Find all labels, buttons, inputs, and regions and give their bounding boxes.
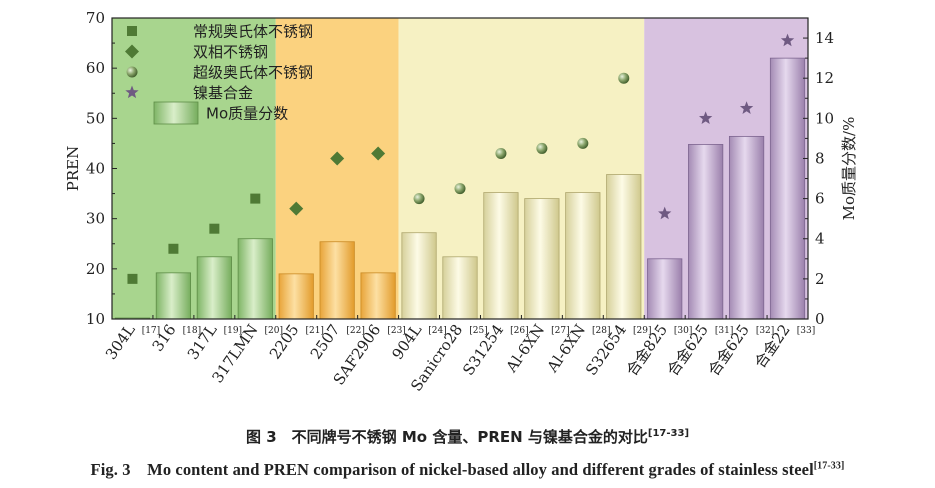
mo-bar: [237, 238, 273, 320]
legend-marker-square: [127, 26, 137, 36]
pren-point: [127, 273, 138, 284]
left-axis-title: PREN: [64, 146, 82, 191]
pren-point: [577, 137, 589, 149]
category-ref: [30]: [674, 326, 692, 336]
category-ref: [18]: [183, 326, 201, 336]
legend-marker-diamond: [125, 44, 139, 59]
right-tick-label: 0: [815, 310, 825, 328]
legend-label: Mo质量分数: [206, 105, 288, 123]
category-labels: 304L [17]316 [18]317L [19]317LMN [20]2205 [21…: [102, 321, 815, 395]
mo-bar: [769, 57, 806, 320]
mo-bar: [155, 272, 192, 320]
pren-point: [250, 193, 261, 204]
pren-point: [209, 223, 220, 234]
category-ref: [25]: [469, 326, 487, 336]
left-tick-label: 30: [86, 210, 105, 228]
right-tick-label: 8: [815, 149, 825, 167]
category-ref: [20]: [265, 326, 283, 336]
right-tick-label: 4: [815, 230, 825, 248]
caption-chinese-text: 图 3 不同牌号不锈钢 Mo 含量、PREN 与镍基合金的对比: [245, 428, 648, 446]
category-ref: [24]: [428, 326, 446, 336]
legend-label: 超级奥氏体不锈钢: [193, 64, 313, 82]
pren-point: [289, 201, 304, 216]
pren-point: [658, 206, 672, 220]
legend-label: 常规奥氏体不锈钢: [193, 23, 313, 41]
mo-bar: [688, 144, 724, 320]
category-ref: [29]: [633, 326, 651, 336]
category-ref: [19]: [224, 326, 242, 336]
mo-bar: [278, 273, 314, 320]
mo-bar: [319, 241, 355, 320]
mo-bar: [606, 174, 642, 320]
pren-point: [495, 147, 507, 159]
legend-label: 双相不锈钢: [193, 43, 268, 61]
right-tick-label: 14: [815, 29, 834, 47]
left-tick-label: 60: [86, 59, 105, 77]
chart: 10 20 30 40 50 60 70 0 2 4 6 8 10 12 14 PREN Mo质量分数/% 30…: [64, 9, 858, 395]
pren-point: [330, 151, 345, 166]
pren-point: [618, 72, 630, 84]
right-axis-title: Mo质量分数/%: [840, 117, 858, 221]
left-tick-label: 50: [86, 109, 105, 127]
category-ref: [28]: [592, 326, 610, 336]
pren-markers: [127, 33, 795, 284]
pren-point: [780, 33, 795, 47]
category-ref: [31]: [715, 326, 733, 336]
pren-point: [454, 183, 466, 195]
pren-point: [413, 193, 425, 205]
caption-english-ref: [17-33]: [813, 460, 845, 472]
mo-bar: [196, 256, 232, 320]
right-tick-label: 12: [815, 69, 834, 87]
axes: 10 20 30 40 50 60 70 0 2 4 6 8 10 12 14 PREN Mo质量分数/%: [64, 9, 858, 328]
mo-bar: [442, 256, 478, 320]
category-ref: [23]: [387, 326, 405, 336]
mo-bar: [728, 135, 765, 320]
pren-point: [739, 101, 754, 114]
mo-bar: [401, 232, 437, 320]
right-tick-label: 10: [815, 109, 834, 127]
category-ref: [26]: [510, 326, 528, 336]
category-label: 304L: [102, 321, 139, 363]
mo-bar: [360, 272, 396, 320]
category-ref: [17]: [142, 326, 160, 336]
left-tick-label: 10: [86, 310, 105, 328]
mo-bar: [647, 258, 683, 320]
caption-chinese-ref: [17-33]: [647, 428, 690, 439]
right-tick-label: 2: [815, 270, 825, 288]
category-ref: [27]: [551, 326, 569, 336]
category-ref: [32]: [756, 326, 774, 336]
legend-marker-sphere: [126, 66, 138, 78]
mo-bars: [114, 57, 806, 320]
category-ref: [21]: [305, 326, 323, 336]
pren-point: [168, 243, 179, 254]
caption-english-text: Fig. 3 Mo content and PREN comparison of…: [90, 460, 814, 479]
left-tick-label: 20: [86, 260, 105, 278]
legend-bar-swatch: [153, 101, 199, 125]
right-tick-label: 6: [815, 190, 825, 208]
caption-chinese: 图 3 不同牌号不锈钢 Mo 含量、PREN 与镍基合金的对比[17-33]: [0, 426, 935, 447]
mo-bar: [565, 192, 601, 320]
category-ref: [33]: [797, 326, 815, 336]
left-tick-label: 70: [86, 9, 105, 27]
mo-bar: [483, 192, 519, 320]
mo-bar: [524, 198, 560, 320]
pren-point: [536, 142, 548, 154]
group-background-3: [398, 18, 645, 319]
left-tick-label: 40: [86, 160, 105, 178]
pren-point: [698, 111, 713, 124]
legend-marker-star: [125, 85, 139, 99]
pren-point: [371, 146, 386, 161]
caption-english: Fig. 3 Mo content and PREN comparison of…: [0, 456, 935, 480]
legend-label: 镍基合金: [193, 84, 253, 102]
category-ref: [22]: [346, 326, 364, 336]
